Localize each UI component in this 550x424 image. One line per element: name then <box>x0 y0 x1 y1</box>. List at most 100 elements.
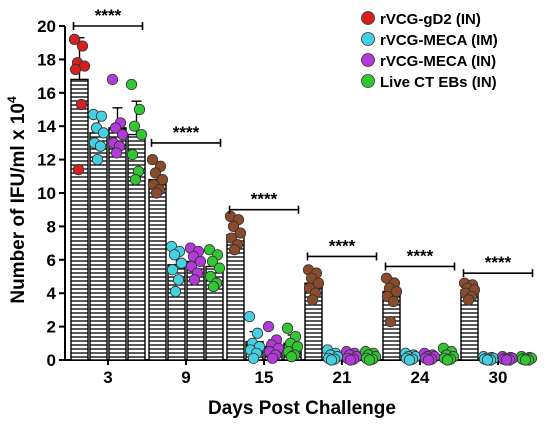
data-point <box>149 167 162 179</box>
data-point <box>387 295 400 308</box>
data-point <box>135 128 148 141</box>
x-tick-label: 9 <box>181 368 190 387</box>
data-point <box>380 272 393 284</box>
legend-label: rVCG-MECA (IN) <box>380 53 496 70</box>
data-point <box>194 255 207 268</box>
data-point <box>441 354 454 366</box>
data-point <box>481 354 494 366</box>
data-point <box>344 354 357 366</box>
data-point <box>281 322 294 334</box>
data-point <box>128 120 141 132</box>
y-tick-label: 20 <box>37 17 56 36</box>
data-point <box>363 354 376 366</box>
legend-marker <box>361 74 375 88</box>
data-point <box>403 354 416 366</box>
legend-marker <box>361 11 375 25</box>
data-point <box>129 174 142 186</box>
significance-label: **** <box>407 246 434 265</box>
data-point <box>462 294 475 306</box>
y-tick-label: 6 <box>47 251 56 270</box>
data-point <box>126 148 139 161</box>
y-tick-label: 12 <box>37 151 56 170</box>
y-axis-label-superscript: 4 <box>5 96 19 103</box>
data-point <box>234 227 247 239</box>
data-point <box>390 285 403 298</box>
legend-marker <box>361 53 375 67</box>
data-point <box>156 174 169 186</box>
data-point <box>172 274 185 286</box>
y-tick-label: 2 <box>47 318 56 337</box>
bar <box>148 178 167 361</box>
data-point <box>228 244 241 256</box>
data-point <box>91 154 104 166</box>
data-point <box>266 352 279 364</box>
data-point <box>106 73 119 86</box>
x-tick-label: 30 <box>489 368 508 387</box>
legend-label: Live CT EBs (IN) <box>380 74 497 91</box>
data-point <box>206 255 219 268</box>
data-points <box>68 33 538 366</box>
data-point <box>97 127 110 139</box>
significance-label: **** <box>173 123 200 142</box>
significance-label: **** <box>329 236 356 255</box>
data-point <box>243 310 256 323</box>
significance-brackets: **** **** **** **** **** **** <box>72 6 534 278</box>
data-point <box>213 262 226 274</box>
data-point <box>72 164 85 176</box>
data-point <box>94 140 107 152</box>
legend-marker <box>361 32 375 46</box>
data-point <box>422 354 435 366</box>
data-point <box>285 351 298 363</box>
data-point <box>116 128 129 141</box>
y-tick-label: 4 <box>47 284 57 303</box>
data-point <box>325 354 338 366</box>
x-tick-label: 21 <box>333 368 352 387</box>
data-point <box>247 352 260 364</box>
bar <box>70 78 89 361</box>
data-point <box>175 257 188 269</box>
data-point <box>146 154 159 166</box>
data-point <box>262 320 275 333</box>
x-axis-label: Days Post Challenge <box>208 398 396 419</box>
data-point <box>68 33 81 45</box>
data-point <box>251 327 264 339</box>
data-point <box>168 249 181 261</box>
data-point <box>188 274 201 286</box>
data-point <box>125 78 138 91</box>
bar <box>108 127 127 361</box>
y-tick-label: 14 <box>37 117 56 136</box>
data-point <box>203 244 216 256</box>
y-tick-label: 0 <box>47 351 56 370</box>
significance-label: **** <box>485 253 512 272</box>
legend-label: rVCG-MECA (IM) <box>380 32 498 49</box>
bars <box>70 78 536 361</box>
y-axis-label: Number of IFU/ml x 104 <box>5 96 29 304</box>
data-point <box>133 103 146 116</box>
data-point <box>227 220 240 232</box>
bar <box>89 132 108 361</box>
data-point <box>207 280 220 293</box>
data-point <box>95 110 108 122</box>
data-point <box>69 63 82 76</box>
data-point <box>312 277 325 289</box>
data-point <box>109 122 122 134</box>
data-point <box>150 187 163 199</box>
y-tick-label: 10 <box>37 184 56 203</box>
significance-label: **** <box>251 190 278 209</box>
data-point <box>166 264 179 276</box>
y-tick-label: 18 <box>37 50 56 69</box>
y-tick-label: 16 <box>37 84 56 103</box>
x-tick-label: 3 <box>103 368 112 387</box>
data-point <box>169 285 182 298</box>
y-tick-label: 8 <box>47 217 56 236</box>
legend-label: rVCG-gD2 (IN) <box>380 11 481 28</box>
y-axis-title: Number of IFU/ml x 104 <box>5 96 29 304</box>
x-tick-label: 15 <box>255 368 274 387</box>
significance-label: **** <box>95 6 122 25</box>
x-tick-label: 24 <box>411 368 430 387</box>
data-point <box>306 294 319 306</box>
legend: rVCG-gD2 (IN) rVCG-MECA (IM) rVCG-MECA (IN… <box>361 11 498 91</box>
data-point <box>76 40 89 52</box>
